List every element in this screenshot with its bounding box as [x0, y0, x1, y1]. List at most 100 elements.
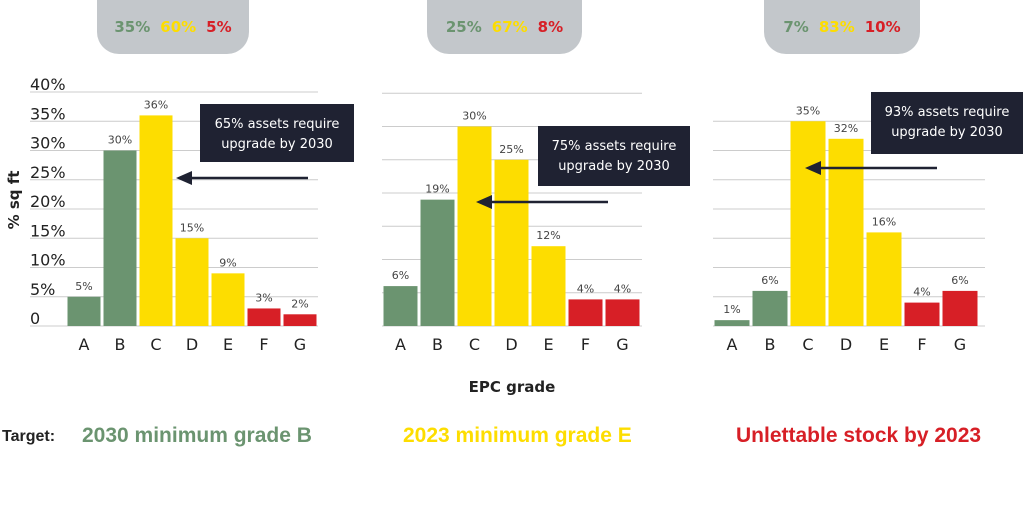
x-tick-label: F — [259, 335, 268, 354]
bar-a — [383, 286, 418, 326]
summary-pill-1: 35% 60% 5% — [97, 0, 249, 54]
data-label: 25% — [499, 143, 523, 156]
data-label: 5% — [75, 280, 92, 293]
x-tick-label: G — [616, 335, 628, 354]
summary-pill-2: 25% 67% 8% — [427, 0, 582, 54]
x-tick-label: G — [294, 335, 306, 354]
bar-b — [103, 150, 137, 326]
bar-c — [139, 115, 173, 327]
x-tick-label: F — [581, 335, 590, 354]
data-label: 6% — [761, 274, 778, 287]
x-tick-label: E — [543, 335, 553, 354]
summary-green-2: 25% — [445, 18, 482, 36]
data-label: 4% — [913, 286, 930, 299]
bar-a — [714, 320, 750, 326]
x-tick-label: D — [186, 335, 198, 354]
data-label: 4% — [614, 282, 631, 295]
data-label: 3% — [255, 291, 272, 304]
x-tick-label: C — [469, 335, 480, 354]
bar-c — [457, 126, 492, 326]
x-tick-label: B — [432, 335, 443, 354]
y-tick-label: 0 — [30, 309, 40, 328]
bar-f — [247, 308, 281, 326]
data-label: 35% — [796, 104, 820, 117]
legend-target-label: Target: — [2, 428, 56, 445]
summary-red-3: 10% — [864, 18, 901, 36]
bar-d — [828, 138, 864, 326]
bar-g — [942, 290, 978, 326]
data-label: 32% — [834, 122, 858, 135]
bar-g — [283, 314, 317, 326]
data-label: 16% — [872, 215, 896, 228]
bar-f — [568, 299, 603, 326]
callout-arrow-head — [476, 195, 492, 209]
callout-text-line-2: upgrade by 2030 — [221, 137, 333, 152]
legend-item-red: Unlettable stock by 2023 — [736, 424, 982, 447]
bar-d — [494, 159, 529, 326]
y-tick-label: 35% — [30, 104, 66, 123]
data-label: 6% — [951, 274, 968, 287]
x-tick-label: C — [150, 335, 161, 354]
bar-e — [211, 273, 245, 326]
legend-item-yellow: 2023 minimum grade E — [403, 424, 632, 447]
callout-box — [200, 104, 354, 162]
callout-text-line-2: upgrade by 2030 — [558, 159, 670, 174]
data-label: 9% — [219, 256, 236, 269]
y-tick-label: 30% — [30, 134, 66, 153]
callout-box — [871, 92, 1023, 154]
data-label: 19% — [425, 183, 449, 196]
summary-red-1: 5% — [206, 18, 232, 36]
y-tick-label: 5% — [30, 280, 55, 299]
callout-text-line-2: upgrade by 2030 — [891, 125, 1003, 140]
callout-box — [538, 126, 690, 186]
data-label: 6% — [392, 269, 409, 282]
data-label: 30% — [108, 134, 132, 147]
summary-pill-3: 7% 83% 10% — [764, 0, 920, 54]
bar-e — [531, 246, 566, 326]
bar-a — [67, 296, 101, 326]
data-label: 36% — [144, 98, 168, 111]
bar-d — [175, 238, 209, 326]
summary-yellow-1: 60% — [160, 18, 197, 36]
x-tick-label: G — [954, 335, 966, 354]
data-label: 2% — [291, 297, 308, 310]
summary-green-1: 35% — [114, 18, 151, 36]
x-axis-title: EPC grade — [468, 378, 556, 396]
bar-c — [790, 121, 826, 326]
legend-item-green: 2030 minimum grade B — [82, 424, 312, 447]
x-tick-label: E — [223, 335, 233, 354]
x-tick-label: B — [765, 335, 776, 354]
bar-b — [420, 199, 455, 326]
bar-b — [752, 290, 788, 326]
callout-text-line-1: 75% assets require — [552, 139, 677, 154]
summary-green-3: 7% — [783, 18, 809, 36]
data-label: 30% — [462, 110, 486, 123]
y-tick-label: 20% — [30, 192, 66, 211]
summary-yellow-3: 83% — [818, 18, 855, 36]
x-tick-label: D — [505, 335, 517, 354]
data-label: 1% — [723, 303, 740, 316]
x-tick-label: A — [727, 335, 738, 354]
summary-red-2: 8% — [537, 18, 564, 36]
x-tick-label: F — [917, 335, 926, 354]
bar-g — [605, 299, 640, 326]
x-tick-label: C — [802, 335, 813, 354]
bar-e — [866, 232, 902, 326]
summary-yellow-2: 67% — [491, 18, 528, 36]
y-tick-label: 40% — [30, 75, 66, 94]
x-tick-label: A — [79, 335, 90, 354]
x-tick-label: A — [395, 335, 406, 354]
data-label: 4% — [577, 282, 594, 295]
y-tick-label: 15% — [30, 221, 66, 240]
data-label: 15% — [180, 221, 204, 234]
callout-text-line-1: 93% assets require — [885, 105, 1010, 120]
bar-f — [904, 302, 940, 326]
x-tick-label: B — [115, 335, 126, 354]
callout-text-line-1: 65% assets require — [215, 117, 340, 132]
callout-arrow-head — [176, 171, 192, 185]
x-tick-label: D — [840, 335, 852, 354]
y-tick-label: 25% — [30, 163, 66, 182]
y-tick-label: 10% — [30, 251, 66, 270]
callout-arrow-head — [805, 161, 821, 175]
